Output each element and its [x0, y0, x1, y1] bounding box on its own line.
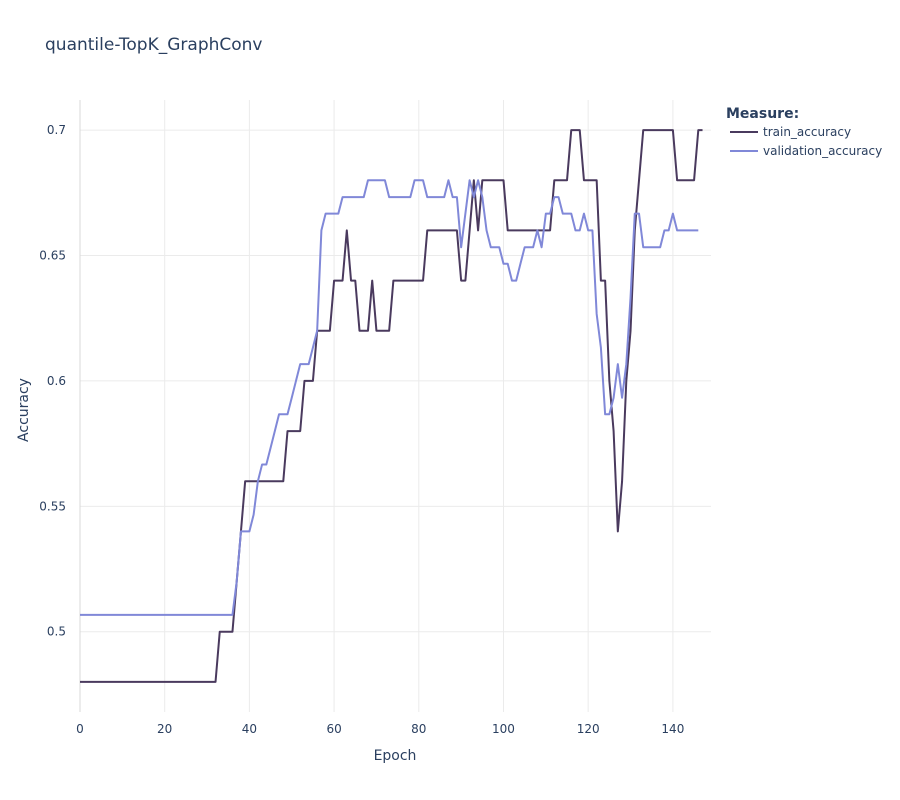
x-tick-label: 140 [661, 722, 684, 736]
y-tick-label: 0.55 [39, 499, 66, 513]
y-tick-label: 0.6 [47, 374, 66, 388]
gridlines [79, 100, 711, 712]
legend-label-train-accuracy: train_accuracy [763, 125, 851, 139]
x-tick-label: 40 [242, 722, 257, 736]
legend: Measure: train_accuracy validation_accur… [726, 106, 882, 158]
axis-ticks: 0 20 40 60 80 100 120 140 0.5 0.55 0.6 0.65 0.7 [39, 123, 684, 736]
legend-label-validation-accuracy: validation_accuracy [763, 144, 882, 158]
legend-title: Measure: [726, 106, 799, 122]
legend-item-train-accuracy[interactable]: train_accuracy [730, 125, 851, 139]
x-tick-label: 120 [577, 722, 600, 736]
series-lines [80, 129, 703, 683]
y-tick-label: 0.5 [47, 625, 66, 639]
x-axis-title: Epoch [374, 748, 417, 764]
y-axis-title: Accuracy [16, 378, 32, 442]
x-tick-label: 20 [157, 722, 172, 736]
legend-item-validation-accuracy[interactable]: validation_accuracy [730, 144, 882, 158]
x-tick-label: 60 [326, 722, 341, 736]
x-tick-label: 0 [76, 722, 84, 736]
chart-title: quantile-TopK_GraphConv [45, 35, 263, 55]
series-line-validation-accuracy [80, 179, 699, 616]
y-tick-label: 0.7 [47, 123, 66, 137]
x-tick-label: 100 [492, 722, 515, 736]
series-line-train-accuracy [80, 129, 703, 683]
x-tick-label: 80 [411, 722, 426, 736]
y-tick-label: 0.65 [39, 249, 66, 263]
